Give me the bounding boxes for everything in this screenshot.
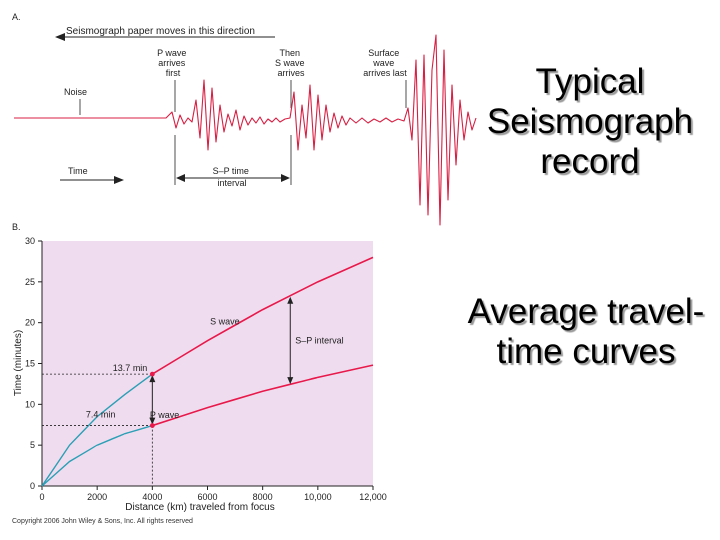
title-seismograph-record: Typical Seismograph record	[470, 62, 710, 182]
sp-interval-chart-label: S–P interval	[295, 335, 343, 345]
time-label: Time	[68, 166, 88, 176]
paper-direction-arrow	[55, 33, 275, 41]
surface-wave-arrival-label: Surface wave arrives last	[363, 48, 407, 78]
panel-a-label: A.	[12, 12, 21, 22]
s-wave-label-line: S wave	[275, 58, 305, 68]
paper-direction-label: Seismograph paper moves in this directio…	[66, 26, 255, 37]
p-wave-series-label: P wave	[150, 410, 179, 420]
s-wave-label-line: Then	[279, 48, 300, 58]
near-p-wave-curve	[41, 424, 153, 487]
surface-wave-label-line: arrives last	[363, 68, 407, 78]
p-wave-point	[149, 423, 155, 428]
copyright-notice: Copyright 2006 John Wiley & Sons, Inc. A…	[12, 518, 193, 525]
p-wave-label-line: first	[166, 68, 181, 78]
y-tick-label: 20	[25, 318, 35, 328]
y-tick-label: 15	[25, 359, 35, 369]
surface-wave-label-line: Surface	[368, 48, 399, 58]
x-tick-label: 0	[39, 492, 44, 502]
sp-label-line: interval	[217, 178, 246, 188]
seismograph-trace	[14, 34, 477, 226]
chart-marks: 13.7 min 7.4 min S wave P wave S–P interval	[41, 256, 374, 487]
time-arrow	[60, 176, 124, 184]
x-tick-label: 6000	[197, 492, 217, 502]
s-marker-label: 13.7 min	[113, 363, 148, 373]
sp-interval-arrow	[174, 135, 292, 185]
title-line: record	[540, 142, 640, 181]
arrowhead-icon	[149, 375, 156, 383]
noise-label: Noise	[64, 87, 87, 97]
title-line: Average travel-	[467, 292, 705, 331]
arrowhead-icon	[149, 417, 156, 425]
y-tick-label: 25	[25, 277, 35, 287]
seismograph-panel: A. Seismograph paper moves in this direc…	[12, 12, 477, 226]
x-axis-label: Distance (km) traveled from focus	[125, 502, 275, 513]
s-wave-label-line: arrives	[277, 68, 305, 78]
p-wave-label-line: P wave	[157, 48, 186, 58]
s-wave-curve	[151, 256, 374, 375]
plot-area	[42, 241, 373, 486]
p-wave-arrival-label: P wave arrives first	[157, 48, 189, 78]
panel-b-label: B.	[12, 222, 21, 232]
chart-axes: 0 2000 4000 6000 8000 10,000 12,000 0 5 10 15 20 25 3…	[25, 236, 387, 502]
y-tick-label: 0	[30, 481, 35, 491]
y-axis-label: Time (minutes)	[13, 330, 24, 396]
s-wave-series-label: S wave	[210, 316, 240, 326]
sp-interval-label: S–P time interval	[213, 166, 252, 188]
x-tick-label: 12,000	[359, 492, 387, 502]
title-line: Seismograph	[486, 102, 694, 141]
x-tick-label: 2000	[87, 492, 107, 502]
p-wave-label-line: arrives	[158, 58, 186, 68]
s-wave-arrival-label: Then S wave arrives	[275, 48, 307, 78]
p-marker-label: 7.4 min	[86, 410, 116, 420]
y-tick-label: 10	[25, 399, 35, 409]
sp-label-line: S–P time	[213, 166, 249, 176]
s-wave-point	[149, 371, 155, 377]
x-tick-label: 10,000	[304, 492, 332, 502]
x-tick-label: 4000	[142, 492, 162, 502]
y-tick-label: 30	[25, 236, 35, 246]
x-tick-label: 8000	[253, 492, 273, 502]
y-tick-label: 5	[30, 440, 35, 450]
title-line: time curves	[496, 332, 676, 371]
surface-wave-label-line: wave	[372, 58, 394, 68]
arrowhead-icon	[287, 377, 294, 385]
arrowhead-icon	[287, 296, 294, 304]
p-wave-curve	[152, 364, 374, 427]
near-s-wave-curve	[41, 373, 153, 487]
title-line: Typical	[535, 62, 645, 101]
title-travel-time-curves: Average travel- time curves	[452, 292, 720, 372]
travel-time-chart: B. 0 2000 4000 6000 8000 10,000 12,000 0 5 10 15 20…	[12, 222, 387, 513]
